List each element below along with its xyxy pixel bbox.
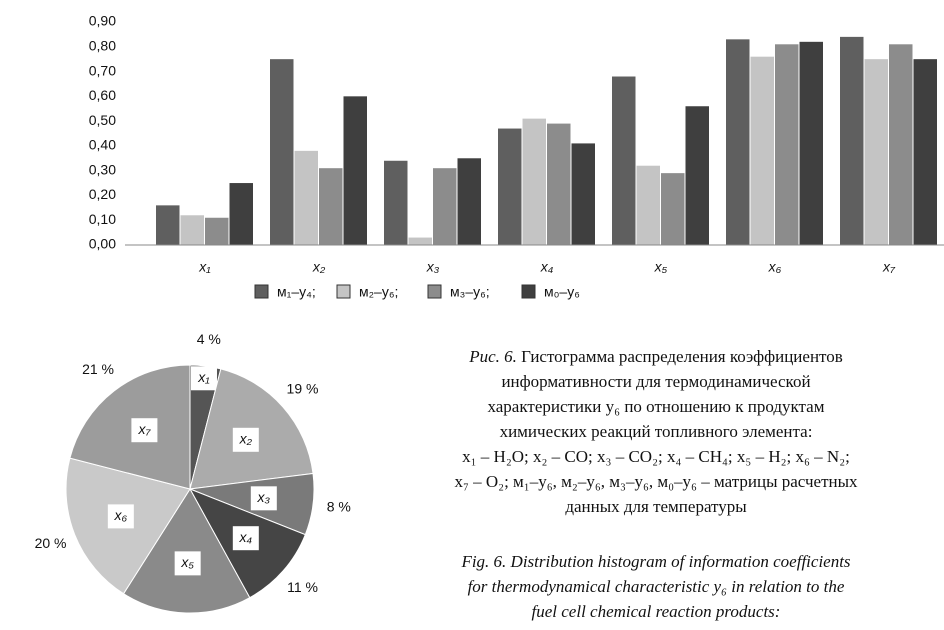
bar: [750, 56, 774, 245]
caption-line: for thermodynamical characteristic y₆ in…: [468, 577, 845, 596]
bar: [408, 237, 432, 245]
caption-line: Fig. 6. Distribution histogram of inform…: [460, 552, 850, 571]
x-tick-label: x₁: [198, 259, 211, 275]
legend-swatch: [521, 284, 536, 299]
caption-text: Гистограмма распределения коэффициентов: [521, 347, 843, 366]
bar: [205, 217, 229, 245]
bar: [661, 173, 685, 245]
slice-value-label: 4 %: [197, 331, 221, 347]
slice-value-label: 8 %: [327, 499, 351, 515]
legend-swatch: [427, 284, 442, 299]
y-tick-label: 0,40: [89, 137, 116, 153]
bar: [913, 59, 937, 245]
slice-category: x₆: [114, 507, 128, 523]
legend-label: м₀–y₆: [544, 284, 580, 300]
slice-value-label: 21 %: [82, 361, 114, 377]
slice-value-label: 19 %: [287, 381, 319, 397]
slice-category: x₁: [197, 369, 210, 385]
caption-line: характеристики y₆ по отношению к продукт…: [487, 397, 824, 416]
slice-category: x₃: [257, 489, 271, 505]
bar: [840, 36, 864, 245]
slice-category: x₂: [239, 431, 253, 447]
slice-label-box: [190, 366, 217, 391]
bar: [343, 96, 367, 245]
x-tick-label: x₂: [312, 259, 326, 275]
bar: [180, 215, 204, 245]
slice-value-label: 11 %: [287, 579, 318, 595]
caption-line: fuel cell chemical reaction products:: [532, 602, 781, 621]
slice-category: x₄: [238, 529, 252, 545]
caption-line: Рис. 6. Гистограмма распределения коэффи…: [468, 347, 843, 366]
bar: [571, 143, 595, 245]
bar: [294, 150, 318, 245]
x-tick-label: x₅: [654, 259, 668, 275]
caption-label: Рис. 6.: [468, 347, 517, 366]
bar: [889, 44, 913, 245]
bar: [522, 118, 546, 245]
bar: [547, 123, 571, 245]
caption-line: x₇ – O₂; м₁–y₆, м₂–y₆, м₃–y₆, м₀–y₆ – ма…: [454, 472, 858, 491]
bar: [498, 128, 522, 245]
slice-category: x₅: [180, 554, 194, 570]
y-tick-label: 0,70: [89, 62, 116, 78]
bar: [685, 106, 709, 245]
bar: [726, 39, 750, 245]
caption-line: данных для температуры: [565, 497, 747, 516]
bar: [156, 205, 180, 245]
bar: [229, 183, 253, 245]
x-tick-label: x₄: [540, 259, 554, 275]
y-tick-label: 0,80: [89, 37, 116, 53]
bar: [270, 59, 294, 245]
slice-label-box: [232, 526, 259, 551]
bar: [636, 165, 660, 245]
pie-slice: [122, 488, 251, 614]
y-tick-label: 0,50: [89, 112, 116, 128]
slice-category: x₇: [137, 421, 151, 437]
x-tick-label: x₆: [768, 259, 782, 275]
legend-label: м₃–y₆;: [450, 284, 490, 300]
slice-label-box: [174, 551, 201, 576]
slice-label-box: [131, 418, 158, 443]
bar: [384, 160, 408, 245]
y-tick-label: 0,60: [89, 87, 116, 103]
bar: [775, 44, 799, 245]
caption-line: x₁ – H₂O; x₂ – CO; x₃ – CO₂; x₄ – CH₄; x…: [462, 447, 850, 466]
y-tick-label: 0,90: [89, 13, 116, 29]
slice-value-label: 20 %: [35, 535, 67, 551]
bar: [319, 168, 343, 245]
slice-label-box: [107, 504, 134, 529]
caption-text: Distribution histogram of information co…: [510, 552, 851, 571]
slice-label-box: [232, 427, 259, 452]
legend-label: м₂–y₆;: [359, 284, 398, 300]
x-tick-label: x₇: [882, 259, 896, 275]
y-tick-label: 0,30: [89, 161, 116, 177]
x-tick-label: x₃: [426, 259, 440, 275]
bar: [457, 158, 481, 245]
legend-swatch: [336, 284, 351, 299]
caption-label: Fig. 6.: [460, 552, 506, 571]
legend-swatch: [254, 284, 269, 299]
y-tick-label: 0,00: [89, 236, 116, 252]
caption-line: химических реакций топливного элемента:: [500, 422, 813, 441]
legend-label: м₁–y₄;: [277, 284, 316, 300]
y-tick-label: 0,10: [89, 211, 116, 227]
slice-label-box: [250, 486, 277, 511]
y-tick-label: 0,20: [89, 186, 116, 202]
bar: [799, 41, 823, 246]
pie-slice: [69, 364, 191, 490]
caption-line: информативности для термодинамической: [501, 372, 810, 391]
bar: [864, 59, 888, 245]
bar: [612, 76, 636, 245]
bar: [433, 168, 457, 245]
